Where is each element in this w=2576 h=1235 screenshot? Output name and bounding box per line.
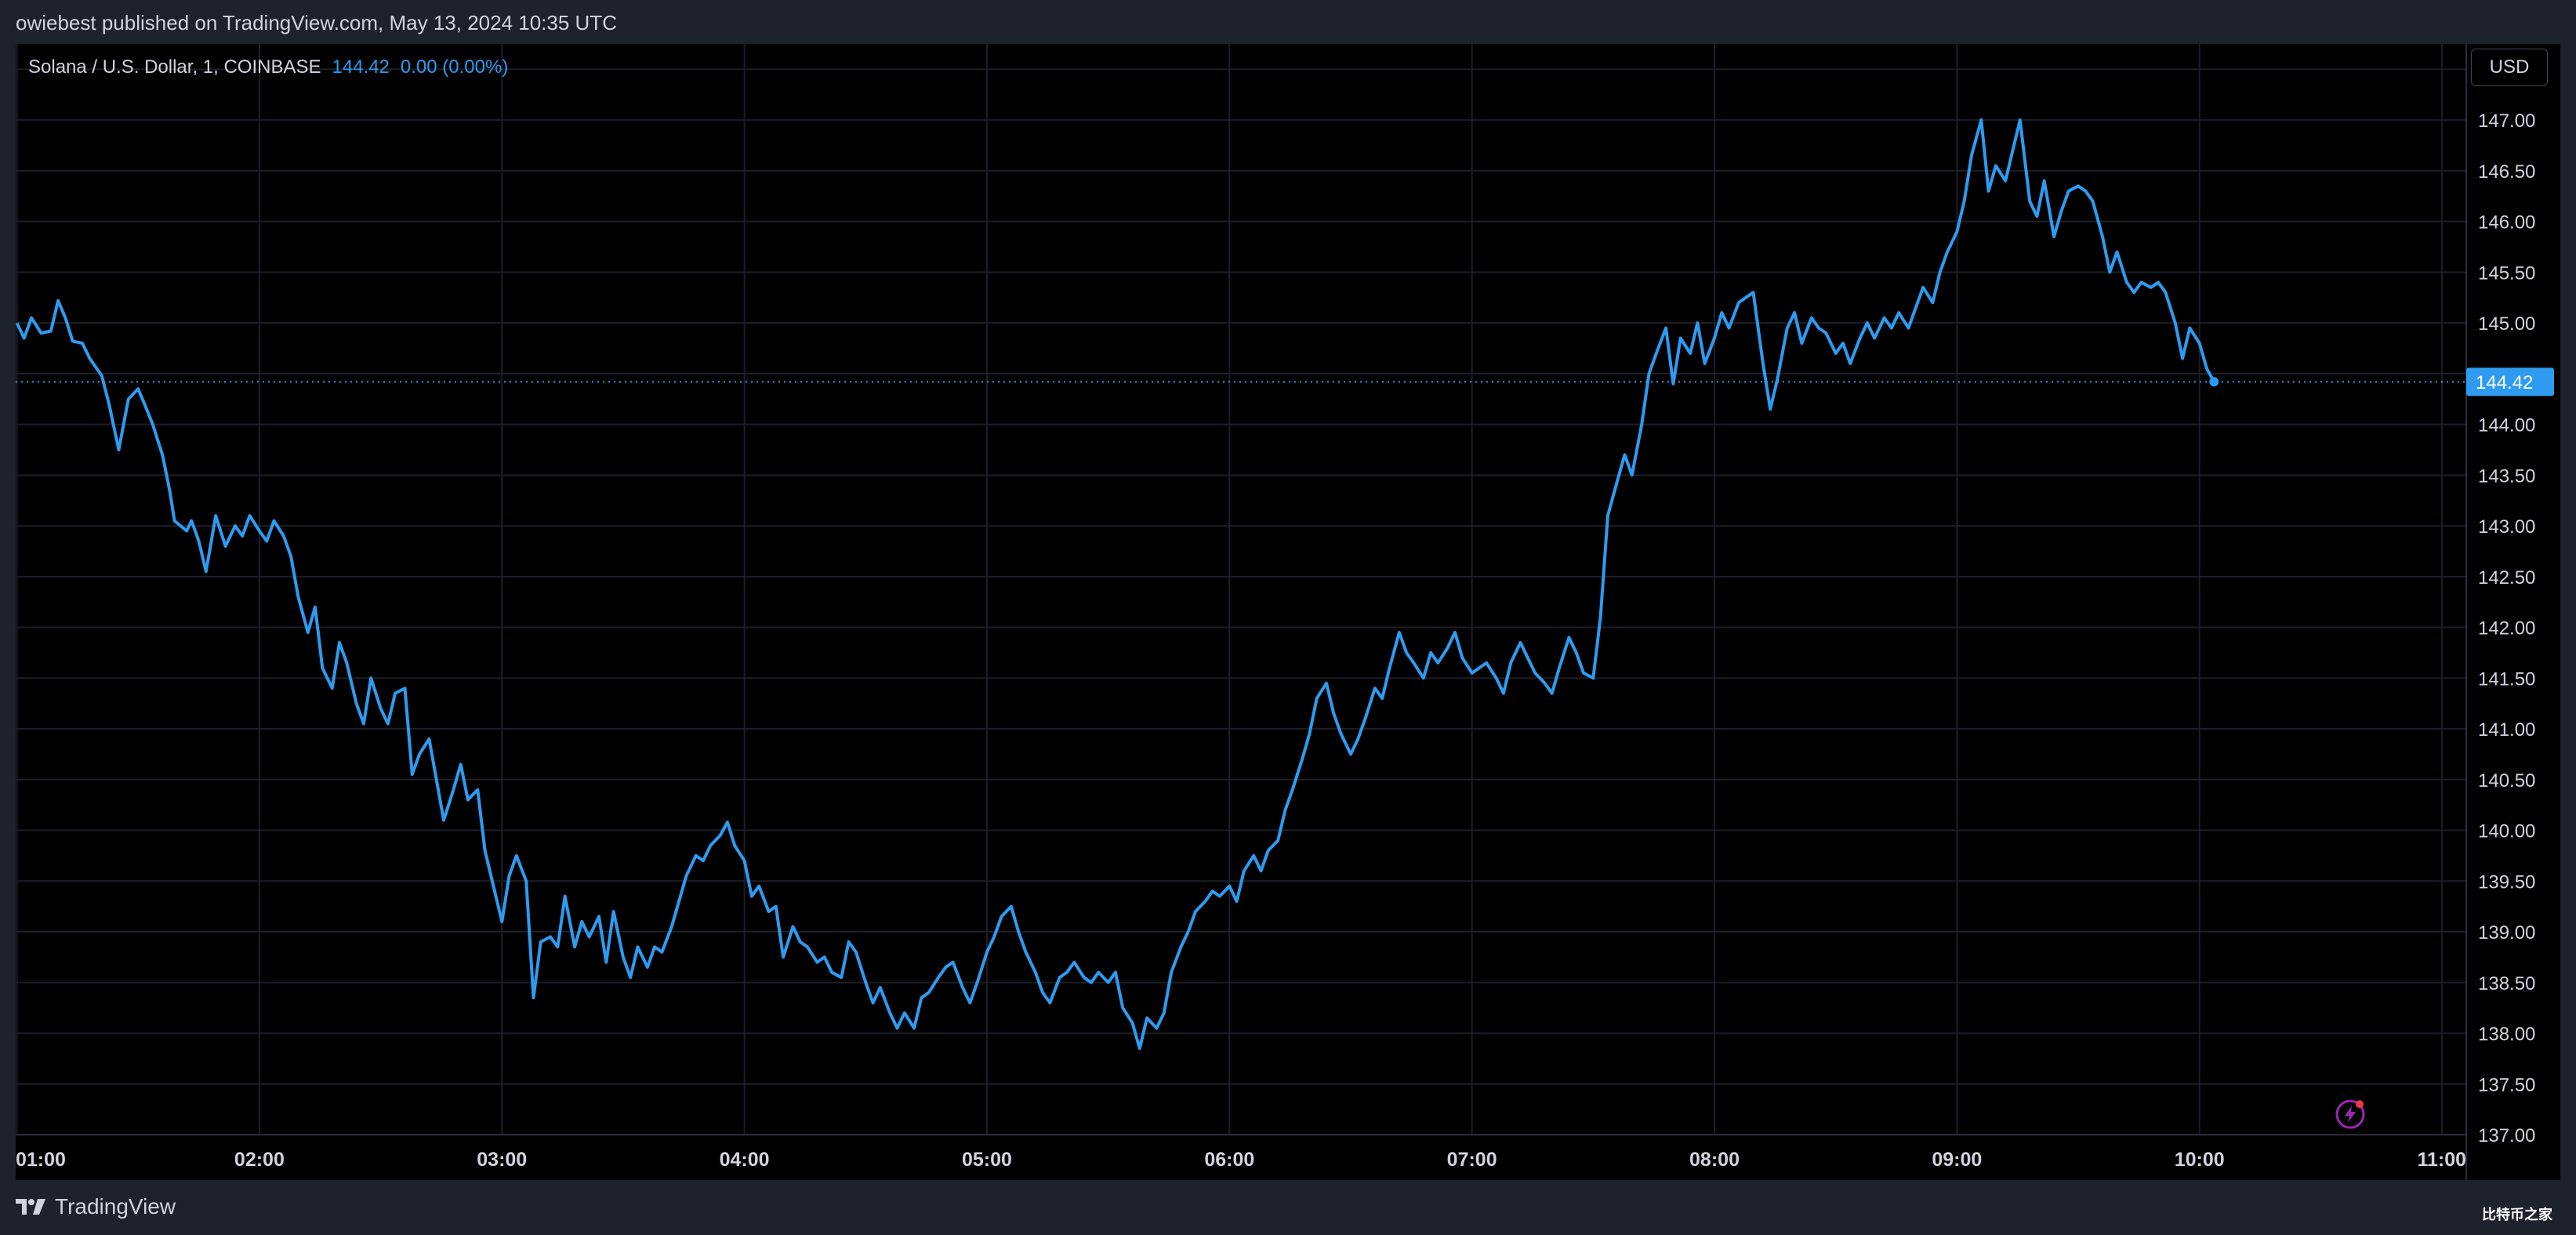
- x-tick-label: 11:00: [2417, 1149, 2466, 1171]
- x-tick-label: 04:00: [720, 1149, 770, 1171]
- y-tick-label: 141.00: [2478, 719, 2535, 741]
- y-tick-label: 147.00: [2478, 110, 2535, 132]
- x-tick-label: 02:00: [234, 1149, 285, 1171]
- last-point-marker: [2209, 377, 2219, 387]
- tradingview-logo-icon: [16, 1199, 45, 1215]
- y-tick-label: 139.50: [2478, 871, 2535, 893]
- tradingview-brand[interactable]: TradingView: [16, 1194, 176, 1219]
- chart-area[interactable]: 137.00 137.50 138.00 138.50 139.00 139.50 140.…: [16, 44, 2560, 1180]
- top-bar: owiebest published on TradingView.com, M…: [0, 0, 2576, 44]
- y-tick-label: 139.00: [2478, 922, 2535, 943]
- x-tick-label: 03:00: [477, 1149, 527, 1171]
- x-tick-label: 01:00: [16, 1149, 66, 1171]
- y-tick-label: 145.50: [2478, 263, 2535, 284]
- published-info: owiebest published on TradingView.com, M…: [16, 11, 617, 34]
- legend-change: 0.00 (0.00%): [400, 56, 509, 78]
- x-tick-label: 07:00: [1447, 1149, 1497, 1171]
- y-tick-label: 137.00: [2478, 1125, 2535, 1146]
- y-tick-label: 137.50: [2478, 1074, 2535, 1096]
- last-price-label: 144.42: [2476, 372, 2533, 393]
- watermark: 比特币之家: [2482, 1207, 2552, 1222]
- y-tick-label: 144.00: [2478, 415, 2535, 436]
- last-price-label-bg: [2466, 368, 2554, 397]
- brand-name: TradingView: [55, 1194, 176, 1219]
- lightning-icon[interactable]: [2335, 1099, 2366, 1130]
- x-tick-label: 10:00: [2175, 1149, 2225, 1171]
- price-chart[interactable]: 137.00 137.50 138.00 138.50 139.00 139.50 140.…: [16, 44, 2560, 1180]
- y-tick-label: 138.50: [2478, 973, 2535, 994]
- y-tick-label: 146.50: [2478, 161, 2535, 183]
- legend-symbol: Solana / U.S. Dollar, 1, COINBASE: [28, 56, 321, 78]
- currency-button[interactable]: USD: [2471, 49, 2548, 86]
- y-tick-label: 140.00: [2478, 821, 2535, 842]
- series-line-sol-usd[interactable]: [16, 118, 2216, 1050]
- x-tick-label: 06:00: [1204, 1149, 1254, 1171]
- y-tick-label: 142.00: [2478, 618, 2535, 639]
- y-tick-label: 143.50: [2478, 465, 2535, 487]
- y-tick-label: 142.50: [2478, 567, 2535, 589]
- y-tick-label: 143.00: [2478, 516, 2535, 538]
- y-tick-label: 146.00: [2478, 212, 2535, 234]
- footer: TradingView 比特币之家: [0, 1180, 2576, 1235]
- x-tick-label: 08:00: [1689, 1149, 1740, 1171]
- y-tick-label: 140.50: [2478, 770, 2535, 791]
- y-tick-label: 141.50: [2478, 668, 2535, 690]
- y-tick-label: 138.00: [2478, 1024, 2535, 1045]
- legend-last-price: 144.42: [332, 56, 390, 78]
- chart-legend: Solana / U.S. Dollar, 1, COINBASE 144.42 0…: [28, 56, 508, 78]
- y-tick-label: 145.00: [2478, 313, 2535, 335]
- x-tick-label: 09:00: [1932, 1149, 1982, 1171]
- x-tick-label: 05:00: [962, 1149, 1012, 1171]
